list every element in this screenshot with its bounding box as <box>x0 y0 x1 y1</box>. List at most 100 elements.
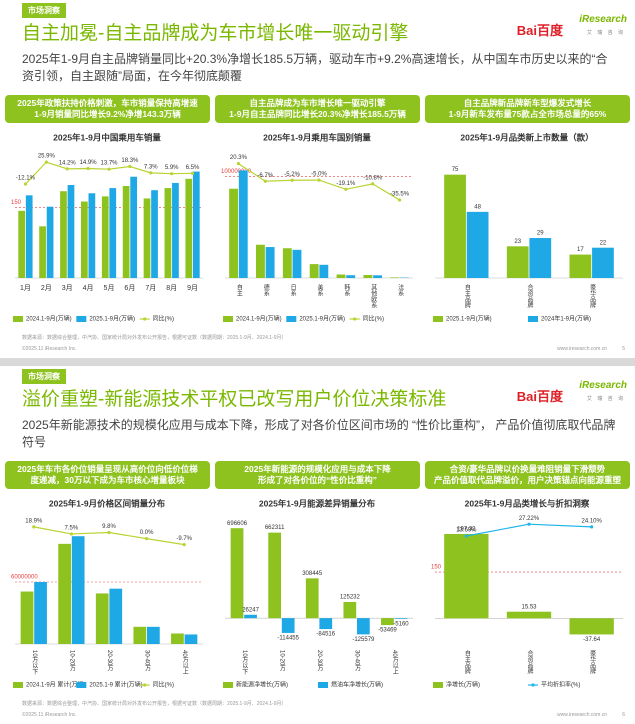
bar <box>319 264 329 278</box>
marker <box>128 164 132 169</box>
marker <box>69 532 73 536</box>
legend-swatch <box>318 682 328 688</box>
data-label: 24.10% <box>581 518 602 524</box>
legend-swatch <box>143 683 147 687</box>
data-label: 14.9% <box>80 160 98 166</box>
bar <box>569 254 592 278</box>
data-label: 696606 <box>227 521 248 527</box>
marker <box>65 167 69 171</box>
url: www.iresearch.com.cn <box>556 346 607 352</box>
x-tick-label: 2月 <box>41 284 52 292</box>
x-tick-label: 自主品牌 <box>463 649 470 675</box>
data-label: 22 <box>600 240 607 246</box>
chart: 2025年1-9月品类新上市数量（款） 自主品牌 75 48 合资品牌 23 29 豪华品牌 1… <box>433 132 623 323</box>
x-tick-label: 德系 <box>262 283 269 296</box>
bar <box>305 578 319 619</box>
bar <box>506 246 529 278</box>
slide-title: 溢价重塑-新能源技术平权已改写用户价位决策标准 <box>22 389 447 410</box>
bar <box>292 249 302 278</box>
legend-label: 2024.1-9月 累计(万辆) <box>26 681 85 689</box>
bar <box>109 188 117 278</box>
banner: 自主品牌成为车市增长唯一驱动引擎 1-9月自主品牌同比增长20.3%净增长185… <box>215 95 420 123</box>
legend-swatch <box>143 317 147 321</box>
bar <box>101 196 109 278</box>
bar <box>268 532 281 619</box>
data-label: 0.0% <box>140 530 154 536</box>
bar <box>373 275 382 278</box>
legend-label: 同比(%) <box>153 315 174 323</box>
bar <box>18 210 26 278</box>
data-label: 5.9% <box>165 165 179 171</box>
data-label: 6.5% <box>186 165 200 171</box>
data-label: 14.2% <box>59 160 77 166</box>
x-tick-label: 20-30万 <box>316 650 323 673</box>
marker <box>44 160 48 164</box>
bar <box>20 591 34 644</box>
chart: 2025年1-9月品类增长与折扣洞察 150 自主品牌 197.32 合资品牌 15.53… <box>431 498 623 689</box>
data-label: -12.1% <box>16 176 36 182</box>
data-label: 26247 <box>242 607 259 613</box>
bar <box>592 247 614 278</box>
bar <box>529 238 552 278</box>
legend-swatch <box>528 316 538 322</box>
chart: 2025年1-9月乘用车国别销量 100000000 自主 德系 日系 美系 韩系 其他欧系 法… <box>221 132 413 323</box>
data-label: -114455 <box>277 636 299 642</box>
x-tick-label: 10-20万 <box>68 650 75 673</box>
x-tick-label: 20-30万 <box>106 650 113 673</box>
chart-title: 2025年1-9月品类新上市数量（款） <box>460 132 593 142</box>
chart-title: 2025年1-9月价格区间销量分布 <box>49 498 166 508</box>
x-tick-label: 10万以下 <box>31 650 38 676</box>
legend-swatch <box>531 683 535 687</box>
data-label: 15.53 <box>521 604 537 610</box>
subtitle: 2025年1-9月自主品牌销量同比+20.3%净增长185.5万辆，驱动车市+9… <box>22 52 608 83</box>
legend-swatch <box>353 317 357 321</box>
bar <box>95 593 109 644</box>
data-label: 7.5% <box>65 526 79 532</box>
marker <box>149 171 153 175</box>
bar <box>172 182 179 278</box>
legend-label: 净增长(万辆) <box>446 681 480 689</box>
marker <box>190 171 195 175</box>
x-tick-label: 自主 <box>235 283 242 296</box>
bar <box>25 195 33 278</box>
logo-text: 艾 瑞 咨 询 <box>586 30 625 36</box>
legend-swatch <box>76 316 87 322</box>
legend-label: 2025.1-9月(万辆) <box>89 315 135 323</box>
legend-label: 2024.1-9月(万辆) <box>26 315 72 323</box>
x-tick-label: 日系 <box>289 284 296 296</box>
logo: Bai百度 <box>516 23 563 38</box>
legend-label: 2024.1-9月(万辆) <box>236 315 282 323</box>
tag: 市场洞察 <box>22 3 66 18</box>
bar <box>281 618 295 633</box>
legend-label: 2025.1-9 累计(万辆) <box>89 681 142 689</box>
legend-swatch <box>286 316 297 322</box>
bar <box>184 634 198 644</box>
legend-label: 2025.1-9月(万辆) <box>299 315 345 323</box>
data-label: -5.2% <box>284 172 300 178</box>
slide: 市场洞察 自主加冕-自主品牌成为车市增长唯一驱动引擎 Bai百度 iResear… <box>0 0 635 358</box>
logo: iResearch <box>579 380 627 391</box>
legend-label: 2025.1-9月(万辆) <box>446 315 492 323</box>
bar <box>130 176 138 278</box>
data-label: -19.1% <box>336 181 356 187</box>
data-label: 13.7% <box>100 161 118 167</box>
legend-swatch <box>76 682 87 688</box>
slide-title: 自主加冕-自主品牌成为车市增长唯一驱动引擎 <box>22 23 409 44</box>
page-number: 5 <box>622 346 625 352</box>
bar <box>192 171 200 278</box>
marker <box>32 525 36 529</box>
data-label: -53469 <box>378 628 397 634</box>
x-tick-label: 豪华品牌 <box>589 649 596 675</box>
data-label: 662311 <box>265 525 285 531</box>
bar <box>58 543 71 644</box>
logo-text: 艾 瑞 咨 询 <box>586 396 625 402</box>
marker <box>397 198 402 202</box>
bar <box>282 248 292 278</box>
page-number: 6 <box>622 712 625 718</box>
data-label: -5.0% <box>311 172 327 178</box>
logo: Bai百度 <box>516 389 563 404</box>
marker <box>317 178 321 182</box>
x-tick-label: 3月 <box>62 284 73 292</box>
bar <box>67 185 75 278</box>
bar <box>444 174 466 278</box>
